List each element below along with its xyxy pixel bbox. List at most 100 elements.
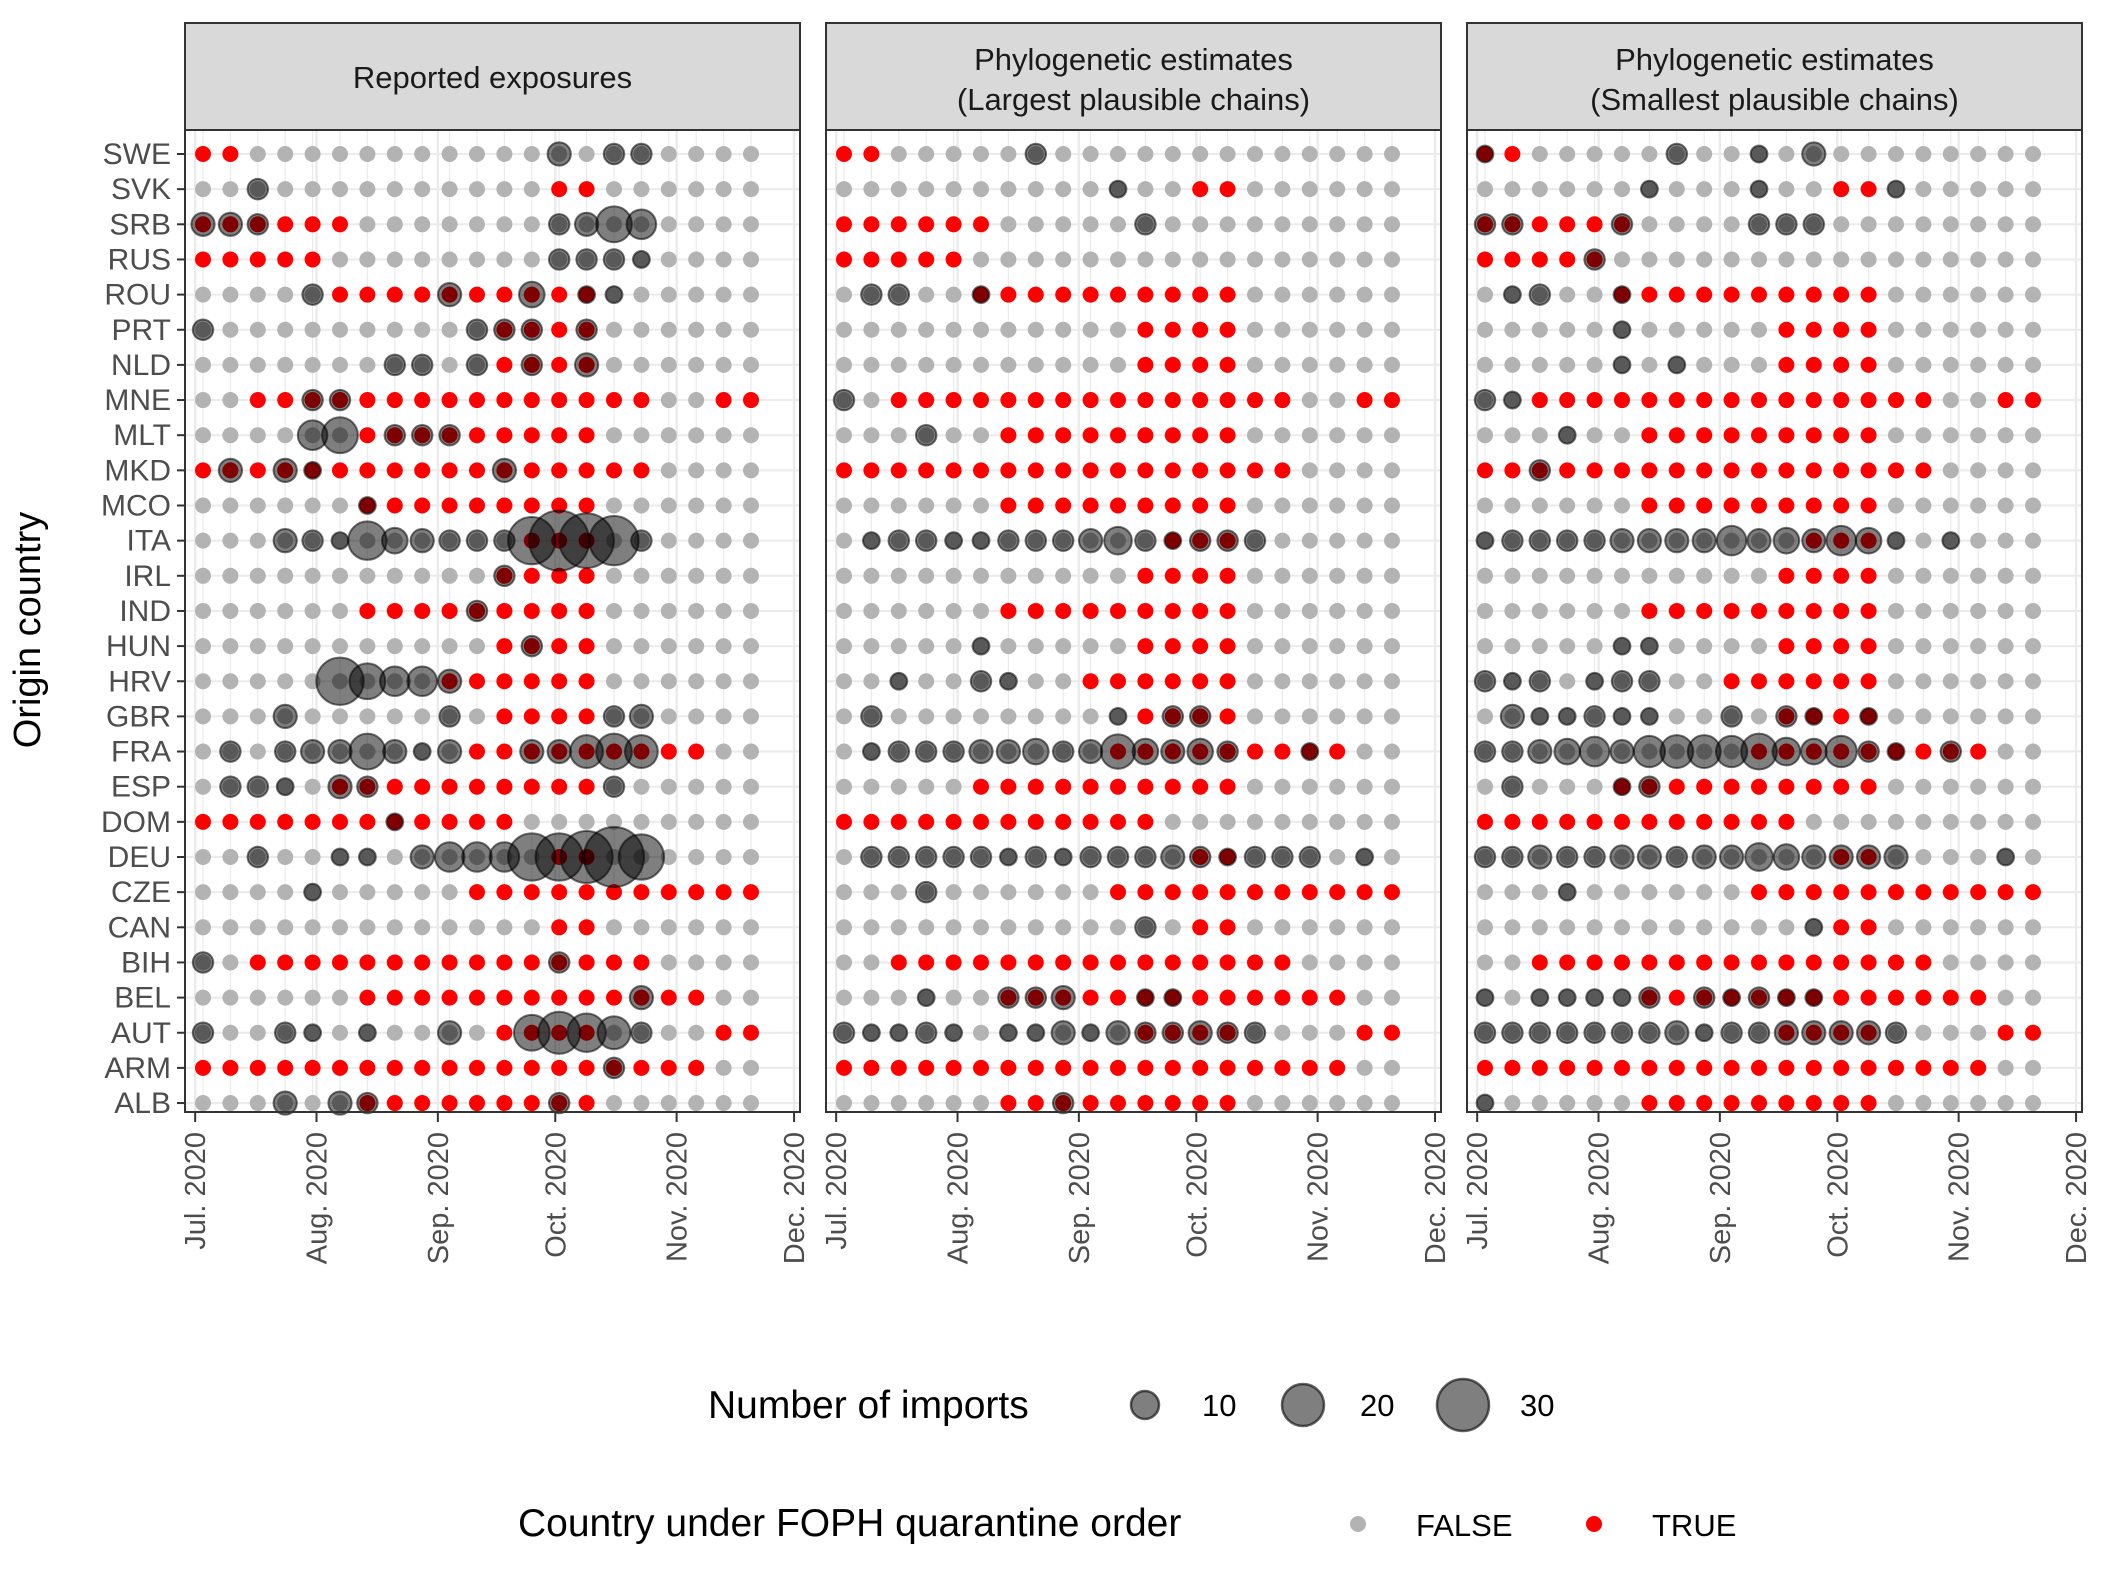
status-point [249, 708, 266, 725]
status-point [715, 251, 732, 268]
status-point [1970, 919, 1987, 936]
status-point [1888, 392, 1904, 409]
status-point [945, 989, 962, 1006]
status-point [332, 638, 348, 655]
status-point [743, 919, 759, 936]
status-point [1000, 286, 1017, 303]
status-point [1751, 778, 1767, 795]
status-point [1504, 989, 1521, 1006]
status-point [1778, 919, 1795, 936]
status-point [660, 1024, 677, 1041]
status-point [1888, 321, 1904, 338]
status-point [551, 708, 568, 725]
status-point [523, 1095, 540, 1112]
status-point [1164, 392, 1181, 409]
status-point [973, 708, 989, 725]
y-tick-label: BEL [114, 982, 171, 1015]
status-point [386, 1024, 403, 1041]
status-point [1723, 392, 1740, 409]
status-point [890, 989, 907, 1006]
status-point [1942, 146, 1959, 162]
status-point [551, 356, 568, 373]
status-point [1942, 286, 1959, 303]
status-point [332, 708, 348, 725]
import-bubble [1886, 179, 1906, 199]
status-point [1833, 497, 1850, 514]
status-point [1614, 497, 1630, 514]
status-point [1970, 462, 1987, 479]
status-point [1329, 673, 1346, 690]
status-point [1082, 884, 1099, 901]
status-point [578, 1059, 595, 1076]
status-point [332, 356, 348, 373]
status-point [2025, 1095, 2041, 1112]
status-point [1860, 954, 1877, 971]
status-point [386, 1059, 403, 1076]
import-bubble [1528, 529, 1552, 552]
status-point [1000, 708, 1017, 725]
status-point [249, 251, 266, 268]
status-point [1164, 216, 1181, 233]
status-point [918, 708, 935, 725]
import-bubble [1667, 355, 1687, 375]
import-bubble [1749, 144, 1769, 164]
status-point [1027, 286, 1044, 303]
status-point [945, 462, 962, 479]
status-point [863, 1095, 880, 1112]
status-point [1329, 849, 1346, 865]
import-bubble [1108, 707, 1128, 726]
status-point [1110, 427, 1126, 444]
import-bubble [1053, 847, 1073, 867]
import-bubble [1160, 738, 1186, 765]
status-point [606, 497, 622, 514]
status-point [496, 427, 513, 444]
status-point [1504, 954, 1521, 971]
status-point [633, 919, 650, 936]
status-point [195, 1059, 211, 1076]
status-point [1055, 954, 1072, 971]
status-point [660, 743, 677, 760]
status-point [1110, 392, 1126, 409]
status-point [1164, 181, 1181, 198]
import-bubble [1528, 670, 1552, 693]
y-tick-label: ARM [104, 1052, 171, 1085]
status-point [1110, 1095, 1126, 1112]
status-point [1997, 638, 2014, 655]
status-point [1219, 392, 1236, 409]
status-point [441, 1095, 458, 1112]
status-point [1000, 1095, 1017, 1112]
status-point [1778, 778, 1795, 795]
status-point [1274, 251, 1291, 268]
import-bubble [1103, 525, 1133, 556]
status-point [1164, 251, 1181, 268]
status-point [304, 181, 321, 198]
import-bubble [547, 248, 571, 271]
status-point [660, 181, 677, 198]
status-point [1356, 919, 1373, 936]
status-point [688, 321, 705, 338]
import-bubble [1665, 845, 1689, 869]
status-point [386, 778, 403, 795]
import-bubble [1828, 1020, 1854, 1046]
status-point [918, 216, 935, 233]
status-point [1559, 497, 1576, 514]
status-point [1970, 356, 1987, 373]
status-point [222, 427, 239, 444]
status-point [1860, 321, 1877, 338]
import-bubble [971, 285, 991, 304]
import-bubble [1640, 636, 1659, 656]
status-point [1329, 1095, 1346, 1112]
status-point [1970, 954, 1987, 971]
status-point [578, 778, 595, 795]
status-point [1274, 1095, 1291, 1112]
status-point [523, 146, 540, 162]
status-point [496, 919, 513, 936]
status-point [1247, 1095, 1263, 1112]
status-point [1384, 462, 1400, 479]
status-point [945, 778, 962, 795]
x-tick-label: Sep. 2020 [423, 1132, 455, 1264]
status-point [918, 1059, 935, 1076]
status-point [836, 673, 852, 690]
status-point [836, 146, 852, 162]
facet-panel-2: Phylogenetic estimates(Largest plausible… [821, 22, 1452, 1264]
